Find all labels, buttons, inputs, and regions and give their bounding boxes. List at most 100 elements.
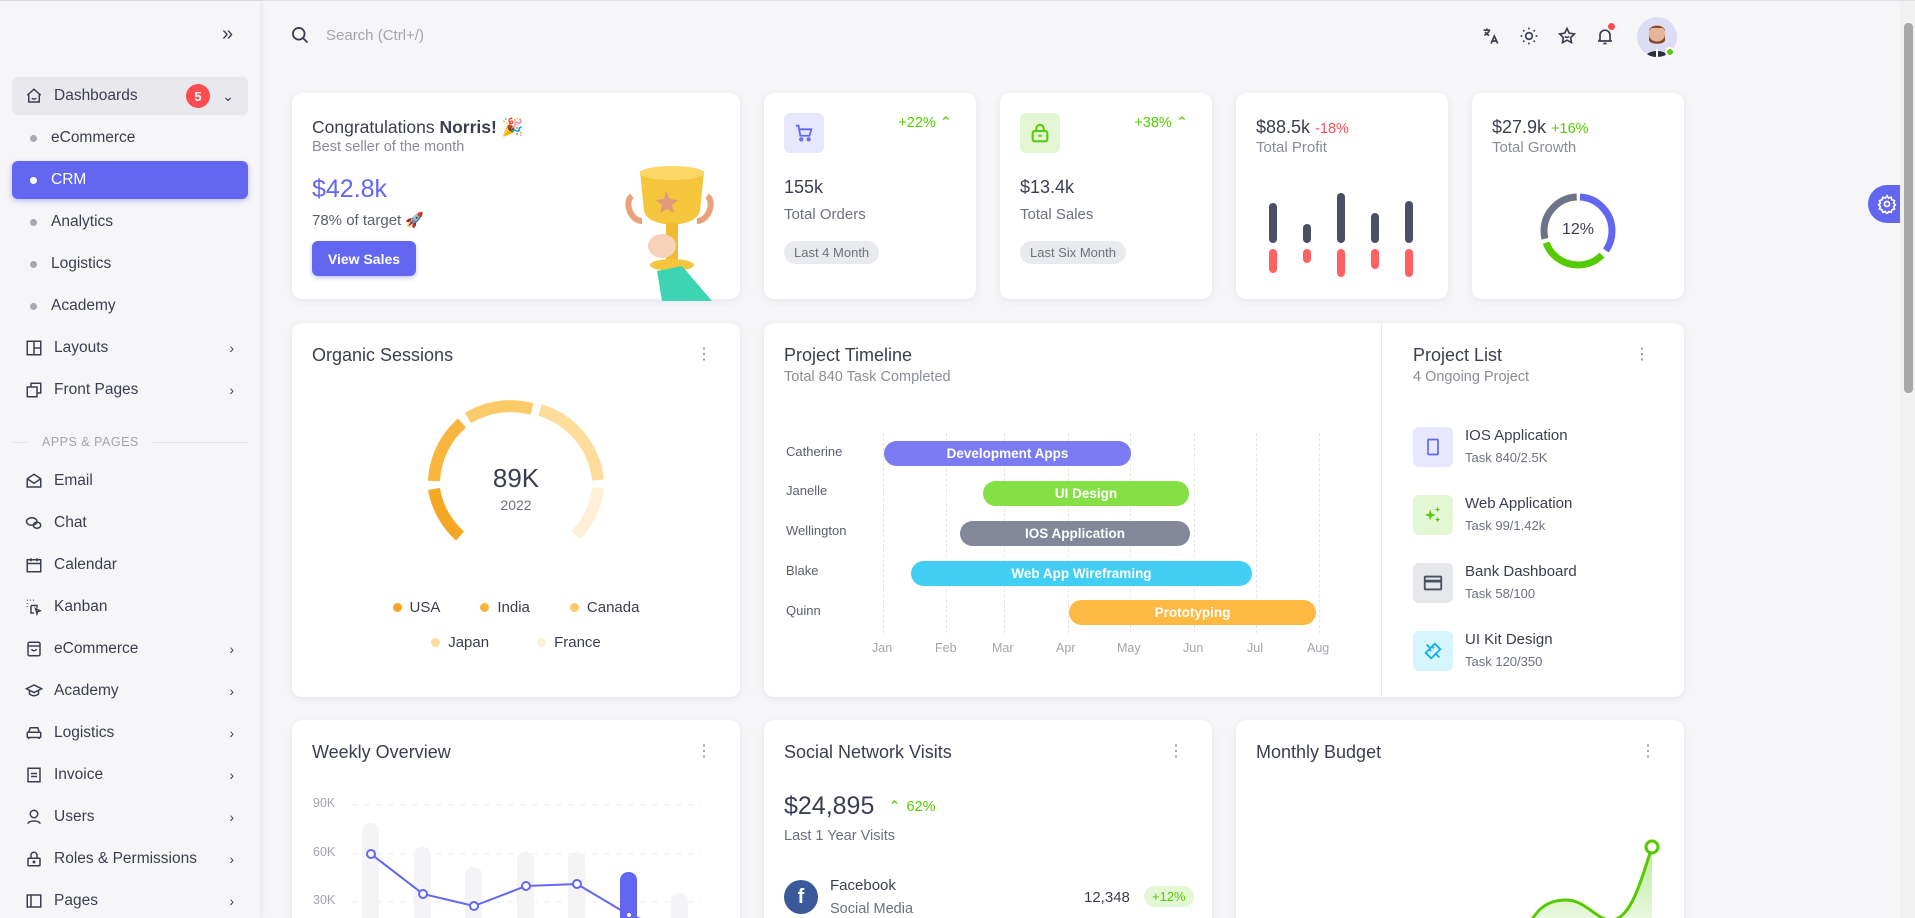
search-input[interactable]: Search (Ctrl+/) bbox=[290, 25, 424, 45]
sidebar-item-label: Academy bbox=[51, 297, 116, 314]
translate-icon[interactable] bbox=[1480, 25, 1502, 47]
gantt-bar[interactable]: Prototyping bbox=[1069, 600, 1316, 625]
weekly-overview-chart bbox=[352, 804, 702, 918]
gantt-bar[interactable]: IOS Application bbox=[960, 521, 1190, 546]
shopping-bag-icon bbox=[1020, 113, 1060, 153]
legend-dot bbox=[392, 603, 402, 612]
grid-line bbox=[883, 433, 884, 633]
sidebar-item-kanban[interactable]: Kanban bbox=[12, 588, 248, 626]
shopping-bag-icon bbox=[24, 639, 44, 659]
copy-icon bbox=[24, 380, 44, 400]
orders-change: +22% ⌃ bbox=[898, 115, 952, 131]
gantt-bar[interactable]: Development Apps bbox=[884, 441, 1131, 466]
more-vertical-icon[interactable]: ⋮ bbox=[696, 346, 712, 363]
legend-dot bbox=[431, 638, 441, 647]
sidebar-item-chat[interactable]: Chat bbox=[12, 504, 248, 542]
month-label: Jul bbox=[1247, 641, 1263, 655]
total-sales-card: +38% ⌃ $13.4k Total Sales Last Six Month bbox=[1000, 93, 1212, 299]
sidebar-item-invoice[interactable]: Invoice › bbox=[12, 756, 248, 794]
congrats-amount: $42.8k bbox=[312, 175, 388, 203]
customizer-button[interactable] bbox=[1868, 185, 1906, 223]
legend-japan: Japan bbox=[431, 634, 489, 651]
organic-sessions-card: Organic Sessions ⋮ 89K 2022 USA India Ca… bbox=[292, 323, 740, 697]
legend-india: India bbox=[480, 599, 530, 616]
notification-dot bbox=[1608, 23, 1615, 30]
growth-value: $27.9k bbox=[1492, 117, 1547, 137]
bell-icon[interactable] bbox=[1594, 23, 1616, 47]
mobile-icon bbox=[1413, 427, 1453, 467]
bullet-icon bbox=[30, 176, 37, 184]
sidebar-item-label: Dashboards bbox=[54, 87, 138, 104]
sidebar-item-pages[interactable]: Pages › bbox=[12, 882, 248, 918]
sidebar-item-front-pages[interactable]: Front Pages › bbox=[12, 371, 248, 409]
sidebar-item-academy[interactable]: Academy › bbox=[12, 672, 248, 710]
rocket-icon: 🚀 bbox=[405, 212, 425, 229]
congrats-prefix: Congratulations bbox=[312, 117, 440, 137]
sun-icon[interactable] bbox=[1518, 25, 1540, 47]
notification-badge: 5 bbox=[186, 84, 210, 108]
sidebar-item-logistics-dashboard[interactable]: Logistics bbox=[12, 245, 248, 283]
sidebar-item-email[interactable]: Email bbox=[12, 462, 248, 500]
social-total: $24,895 ⌃ 62% bbox=[784, 792, 936, 821]
more-vertical-icon[interactable]: ⋮ bbox=[1168, 743, 1184, 760]
orders-value: 155k bbox=[784, 177, 824, 197]
sidebar-item-dashboards[interactable]: Dashboards 5 ⌄ bbox=[12, 77, 248, 115]
sidebar-item-crm[interactable]: CRM bbox=[12, 161, 248, 199]
sidebar-item-label: Academy bbox=[54, 682, 119, 699]
project-task: Task 99/1.42k bbox=[1465, 518, 1546, 533]
sidebar-item-label: Logistics bbox=[54, 724, 115, 741]
sidebar-item-academy-dashboard[interactable]: Academy bbox=[12, 287, 248, 325]
sidebar-item-layouts[interactable]: Layouts › bbox=[12, 329, 248, 367]
project-name: Web Application bbox=[1465, 495, 1573, 512]
project-item[interactable]: IOS Application Task 840/2.5K bbox=[1413, 427, 1568, 467]
more-vertical-icon[interactable]: ⋮ bbox=[696, 743, 712, 760]
project-item[interactable]: Bank Dashboard Task 58/100 bbox=[1413, 563, 1577, 603]
legend-label: Japan bbox=[448, 634, 490, 651]
chevron-up-icon: ⌃ bbox=[1175, 115, 1188, 131]
month-label: Aug bbox=[1307, 641, 1330, 655]
more-vertical-icon[interactable]: ⋮ bbox=[1634, 346, 1650, 363]
page-scrollbar[interactable] bbox=[1900, 1, 1915, 918]
trophy-illustration bbox=[625, 166, 714, 301]
truck-icon bbox=[24, 723, 44, 743]
target-text: 78% of target bbox=[312, 212, 402, 229]
view-sales-button[interactable]: View Sales bbox=[312, 241, 416, 276]
chevron-right-icon: › bbox=[229, 340, 234, 356]
project-task: Task 58/100 bbox=[1465, 586, 1536, 601]
sidebar-item-calendar[interactable]: Calendar bbox=[12, 546, 248, 584]
legend-label: India bbox=[497, 599, 530, 616]
star-icon[interactable] bbox=[1556, 25, 1578, 47]
section-header-label: APPS & PAGES bbox=[42, 435, 139, 449]
sidebar: » Dashboards 5 ⌄ eCommerce CRM Analytics… bbox=[0, 1, 260, 918]
social-value: $24,895 bbox=[784, 792, 875, 820]
sidebar-item-logistics[interactable]: Logistics › bbox=[12, 714, 248, 752]
shopping-cart-icon bbox=[784, 113, 824, 153]
sidebar-item-label: Email bbox=[54, 472, 93, 489]
sidebar-item-analytics[interactable]: Analytics bbox=[12, 203, 248, 241]
y-tick: 30K bbox=[313, 893, 336, 907]
more-vertical-icon[interactable]: ⋮ bbox=[1640, 743, 1656, 760]
sidebar-item-roles-permissions[interactable]: Roles & Permissions › bbox=[12, 840, 248, 878]
online-status-dot bbox=[1665, 47, 1675, 57]
sidebar-item-label: Roles & Permissions bbox=[54, 850, 197, 867]
gantt-bar[interactable]: UI Design bbox=[983, 481, 1189, 506]
project-item[interactable]: UI Kit Design Task 120/350 bbox=[1413, 631, 1553, 671]
gantt-bar[interactable]: Web App Wireframing bbox=[911, 561, 1252, 586]
double-chevron-right-icon[interactable]: » bbox=[222, 23, 234, 45]
sales-change: +38% ⌃ bbox=[1134, 115, 1188, 131]
layout-icon bbox=[24, 338, 44, 358]
calendar-icon bbox=[24, 555, 44, 575]
sidebar-item-ecommerce[interactable]: eCommerce › bbox=[12, 630, 248, 668]
kanban-icon bbox=[24, 597, 44, 617]
social-source-change: +12% bbox=[1144, 886, 1194, 907]
home-icon bbox=[24, 86, 44, 106]
mail-icon bbox=[24, 471, 44, 491]
sidebar-item-users[interactable]: Users › bbox=[12, 798, 248, 836]
sparkles-icon bbox=[1413, 495, 1453, 535]
card-subtitle: 4 Ongoing Project bbox=[1413, 369, 1530, 385]
scrollbar-thumb[interactable] bbox=[1904, 23, 1913, 393]
sidebar-item-label: Layouts bbox=[54, 339, 109, 356]
sidebar-item-ecommerce-dashboard[interactable]: eCommerce bbox=[12, 119, 248, 157]
growth-header: $27.9k +16% bbox=[1492, 117, 1589, 138]
project-item[interactable]: Web Application Task 99/1.42k bbox=[1413, 495, 1572, 535]
